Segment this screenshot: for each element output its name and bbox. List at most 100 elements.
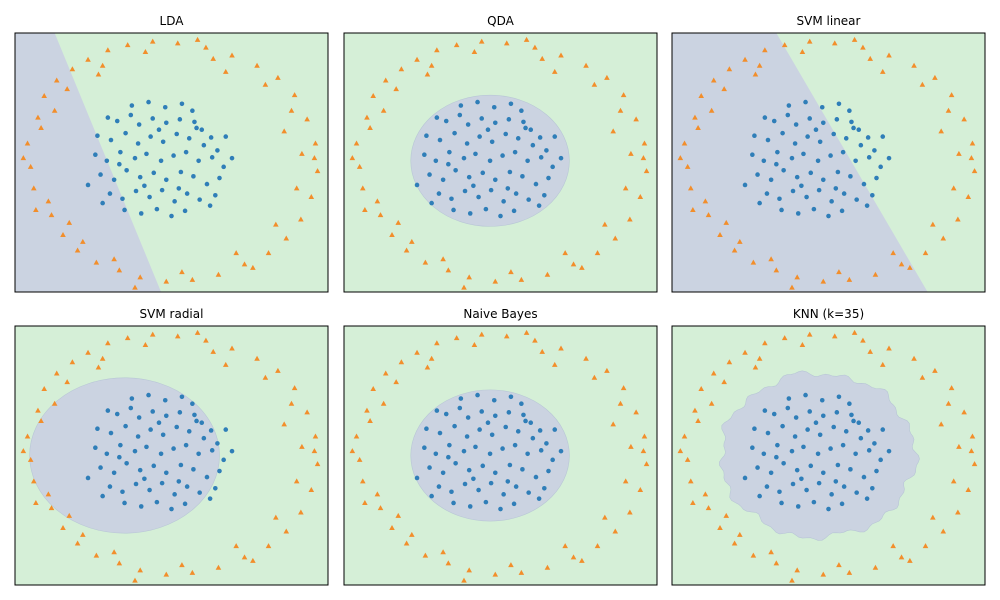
inner-point — [135, 141, 141, 146]
outer-point — [64, 86, 70, 92]
outer-point — [503, 333, 510, 339]
inner-point — [154, 499, 160, 505]
outer-point — [194, 329, 201, 335]
inner-point — [512, 442, 518, 448]
inner-point — [864, 203, 870, 208]
inner-point — [453, 460, 458, 466]
outer-point — [690, 499, 696, 505]
outer-point — [702, 491, 709, 497]
decision-region — [672, 33, 928, 292]
inner-point — [492, 120, 498, 126]
outer-point — [737, 531, 743, 537]
region-inner — [29, 377, 220, 534]
inner-point — [805, 134, 810, 139]
inner-point — [533, 181, 539, 187]
outer-point — [692, 114, 698, 120]
outer-point — [64, 379, 70, 385]
inner-point — [865, 428, 871, 433]
inner-point — [169, 213, 174, 219]
inner-point — [528, 420, 534, 425]
outer-point — [879, 361, 886, 367]
inner-point — [146, 392, 151, 398]
outer-point — [299, 443, 305, 449]
inner-point — [489, 139, 495, 145]
outer-point — [393, 379, 399, 385]
outer-point — [20, 448, 27, 454]
outer-point — [370, 93, 377, 99]
outer-point — [503, 40, 510, 46]
points — [20, 36, 321, 290]
inner-point — [536, 203, 542, 208]
inner-point — [870, 486, 875, 491]
outer-point — [53, 370, 60, 376]
inner-point — [467, 211, 473, 216]
outer-point — [723, 512, 730, 518]
outer-point — [695, 124, 701, 130]
inner-point — [133, 481, 139, 487]
inner-point — [446, 454, 451, 460]
outer-point — [428, 62, 435, 68]
outer-point — [48, 505, 55, 511]
outer-point — [367, 124, 373, 130]
inner-point — [480, 170, 486, 176]
inner-point — [105, 115, 111, 120]
outer-point — [85, 56, 91, 62]
inner-point — [462, 188, 468, 194]
inner-point — [523, 125, 528, 131]
inner-point — [464, 141, 470, 146]
inner-point — [213, 486, 218, 491]
inner-point — [538, 448, 544, 453]
inner-point — [114, 411, 120, 417]
inner-point — [107, 484, 113, 489]
outer-point — [382, 77, 389, 83]
inner-point — [526, 490, 531, 495]
outer-point — [922, 543, 929, 549]
inner-point — [790, 188, 796, 194]
inner-point — [804, 487, 809, 493]
outer-point — [742, 56, 748, 62]
inner-point — [458, 103, 464, 108]
outer-point — [377, 212, 384, 218]
inner-point — [546, 175, 551, 181]
outer-point — [570, 261, 577, 267]
inner-point — [552, 427, 558, 432]
inner-point — [85, 182, 91, 188]
inner-point — [864, 496, 870, 501]
inner-point — [177, 410, 183, 415]
outer-point — [799, 48, 806, 54]
outer-point — [254, 355, 260, 361]
inner-point — [507, 169, 513, 175]
inner-point — [779, 500, 784, 506]
decision-region — [15, 33, 162, 292]
inner-point — [805, 427, 810, 432]
outer-point — [911, 355, 917, 361]
inner-point — [178, 169, 184, 175]
outer-point — [41, 93, 48, 99]
inner-point — [861, 474, 867, 480]
outer-point — [971, 168, 978, 174]
outer-point — [210, 348, 217, 354]
inner-point — [820, 120, 826, 126]
inner-point — [136, 122, 142, 127]
inner-point — [849, 119, 854, 125]
outer-point — [518, 276, 525, 282]
outer-point — [362, 499, 368, 505]
outer-point — [612, 235, 619, 241]
inner-point — [184, 484, 190, 489]
outer-point — [66, 512, 73, 518]
inner-point — [475, 99, 480, 105]
inner-point — [752, 426, 757, 432]
inner-point — [147, 487, 152, 493]
outer-point — [950, 478, 957, 484]
inner-point — [124, 167, 129, 173]
outer-point — [99, 62, 106, 68]
inner-point — [462, 481, 468, 487]
inner-point — [136, 415, 142, 420]
inner-point — [544, 148, 549, 153]
inner-point — [208, 135, 214, 140]
outer-point — [74, 247, 81, 253]
outer-point — [879, 68, 886, 74]
outer-point — [750, 259, 757, 265]
outer-point — [356, 163, 363, 169]
outer-point — [681, 433, 688, 439]
